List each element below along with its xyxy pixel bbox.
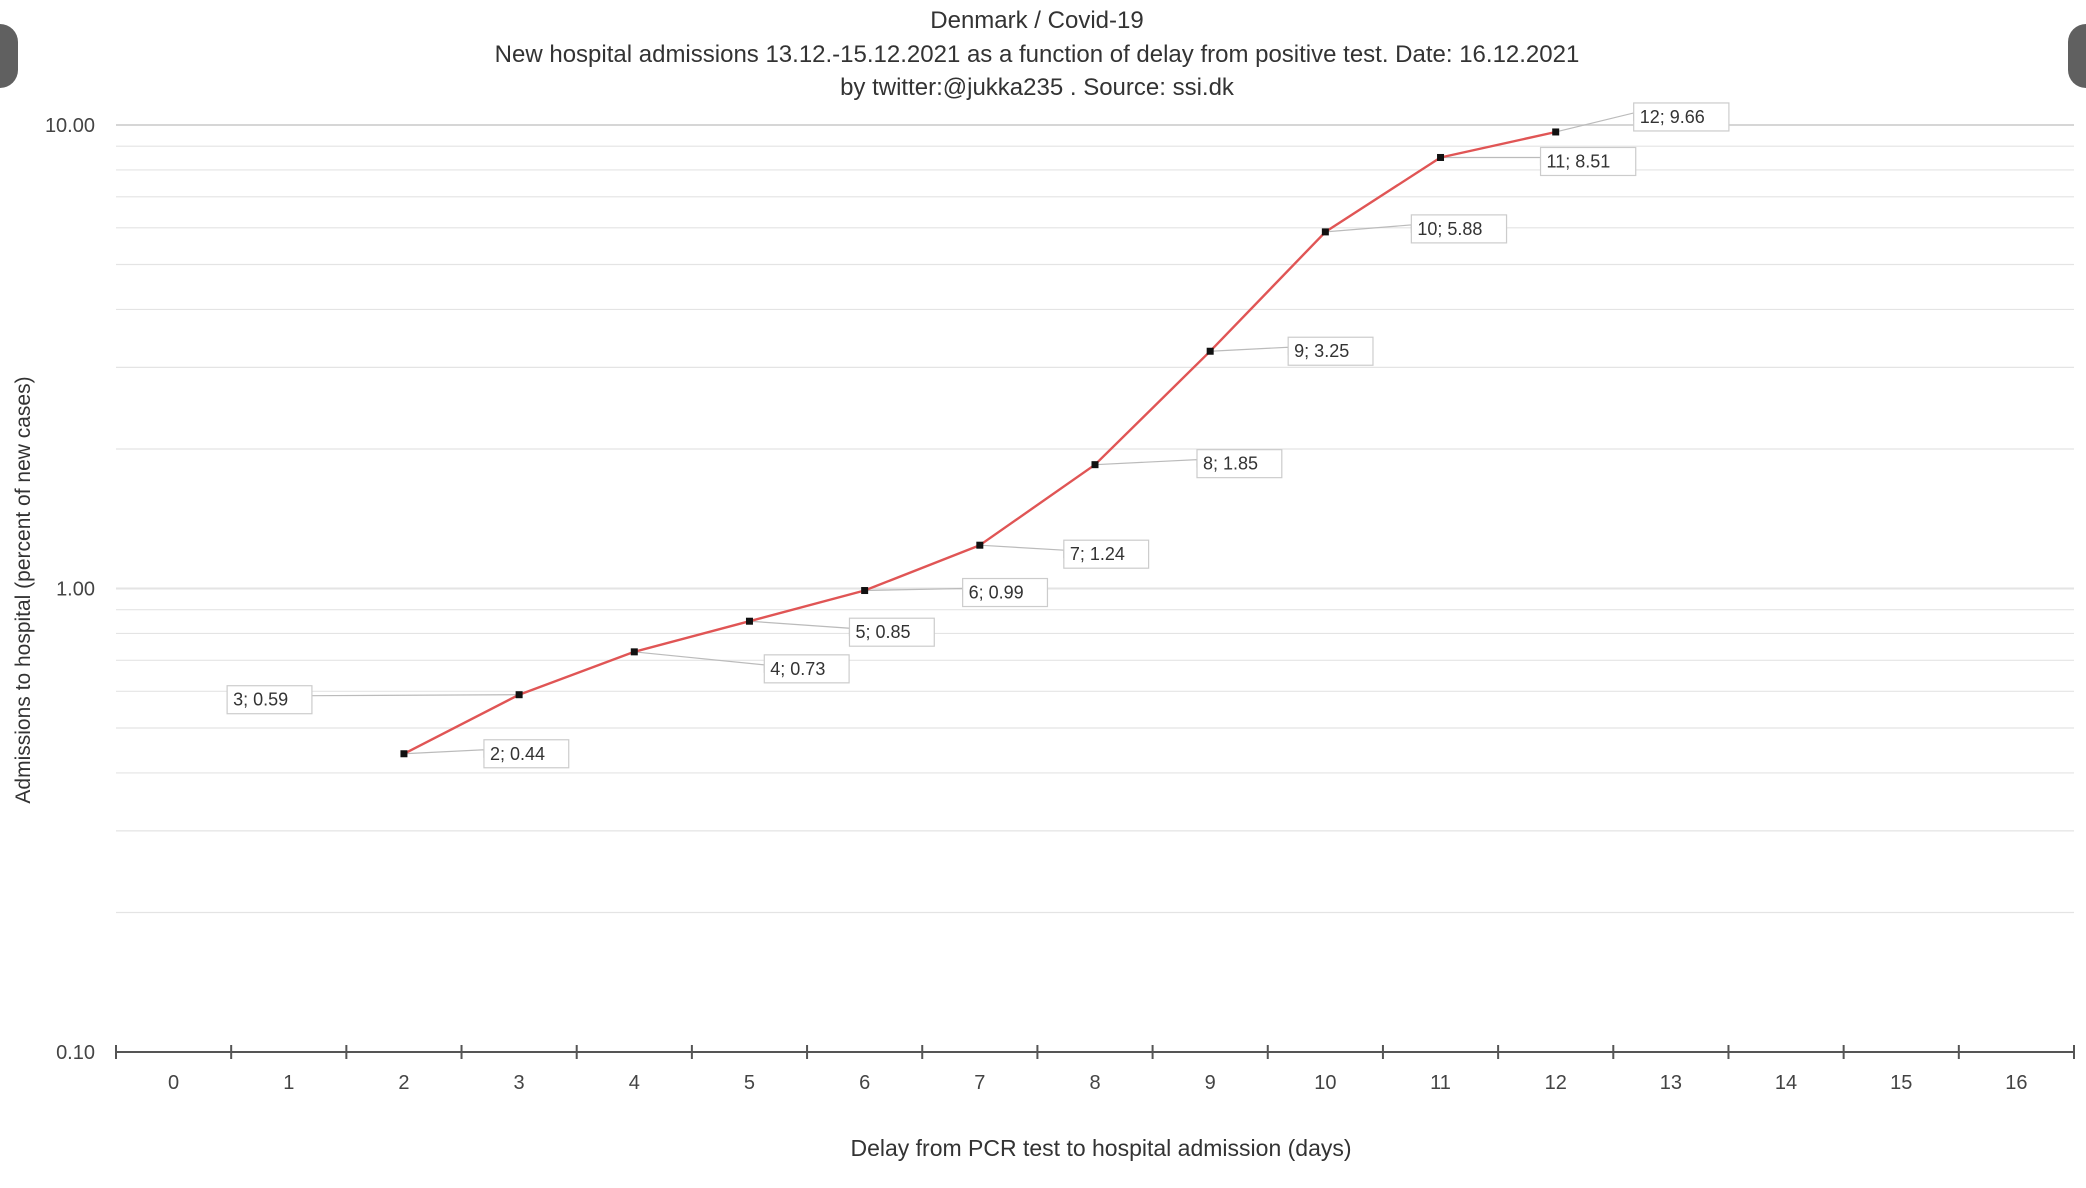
data-point-marker [861, 587, 869, 595]
data-label-box [763, 654, 850, 684]
data-label: 8; 1.85 [1203, 454, 1258, 474]
chart-subtitle: New hospital admissions 13.12.-15.12.202… [495, 41, 1580, 68]
x-tick-label: 15 [1890, 1072, 1912, 1094]
data-label: 2; 0.44 [490, 744, 545, 764]
x-tick-label: 13 [1660, 1072, 1682, 1094]
data-label: 11; 8.51 [1547, 151, 1611, 171]
x-tick-label: 14 [1775, 1072, 1797, 1094]
data-label-box [226, 685, 313, 715]
y-tick-label: 0.10 [56, 1042, 95, 1064]
data-point-marker [1552, 128, 1560, 136]
x-tick-label: 16 [2005, 1072, 2027, 1094]
x-tick-label: 7 [974, 1072, 985, 1094]
data-label-box [1287, 336, 1374, 366]
data-label-box [1539, 146, 1637, 177]
x-tick-label: 2 [398, 1072, 409, 1094]
x-tick-label: 12 [1545, 1072, 1567, 1094]
x-tick-label: 11 [1430, 1072, 1451, 1094]
data-label-box [962, 577, 1049, 608]
data-label: 4; 0.73 [770, 659, 825, 679]
data-label: 9; 3.25 [1294, 341, 1349, 361]
data-label-box [1063, 539, 1150, 569]
y-tick-label: 10.00 [45, 115, 95, 137]
data-point-marker [1321, 228, 1329, 236]
data-label-box [1633, 102, 1730, 132]
x-axis-title: Delay from PCR test to hospital admissio… [850, 1135, 1351, 1161]
data-point-marker [1206, 347, 1214, 355]
data-label-box [1410, 214, 1508, 244]
gridlines [116, 124, 2074, 914]
x-tick-label: 5 [744, 1072, 755, 1094]
x-tick-label: 9 [1205, 1072, 1216, 1094]
x-axis: 0 1 2 3 4 5 6 7 8 9 10 11 12 13 14 15 16 [115, 1045, 2075, 1094]
left-edge-handle [0, 24, 18, 88]
data-label-box [1196, 449, 1283, 479]
right-edge-handle [2068, 24, 2086, 88]
x-tick-label: 0 [168, 1072, 179, 1094]
data-label: 12; 9.66 [1640, 107, 1705, 127]
data-point-marker [515, 691, 523, 699]
data-label: 7; 1.24 [1070, 544, 1125, 564]
series-markers [400, 128, 1560, 758]
data-point-marker [745, 617, 753, 625]
x-tick-label: 10 [1314, 1072, 1336, 1094]
data-label: 5; 0.85 [855, 622, 910, 642]
y-tick-label: 1.00 [56, 579, 95, 601]
x-tick-label: 8 [1089, 1072, 1100, 1094]
data-label-box [848, 617, 935, 647]
x-tick-label: 6 [859, 1072, 870, 1094]
y-axis: 0.10 1.00 10.00 [45, 115, 95, 1064]
x-tick-label: 3 [514, 1072, 525, 1094]
data-point-marker [976, 541, 984, 549]
data-point-marker [1437, 153, 1445, 161]
data-point-marker [630, 648, 638, 656]
x-tick-label: 1 [283, 1072, 294, 1094]
y-axis-title: Admissions to hospital (percent of new c… [12, 376, 35, 803]
data-label: 3; 0.59 [233, 690, 288, 710]
chart-credit: by twitter:@jukka235 . Source: ssi.dk [840, 74, 1235, 101]
data-label: 6; 0.99 [969, 583, 1024, 603]
data-label: 10; 5.88 [1417, 219, 1482, 239]
chart-title: Denmark / Covid-19 [930, 7, 1143, 34]
data-label-box [483, 739, 570, 769]
x-tick-label: 4 [629, 1072, 640, 1094]
data-point-marker [400, 750, 408, 758]
data-labels: 2; 0.44 3; 0.59 4; 0.73 5; 0.85 6; 0.99 7; 1.… [226, 102, 1730, 769]
data-point-marker [1091, 461, 1099, 469]
